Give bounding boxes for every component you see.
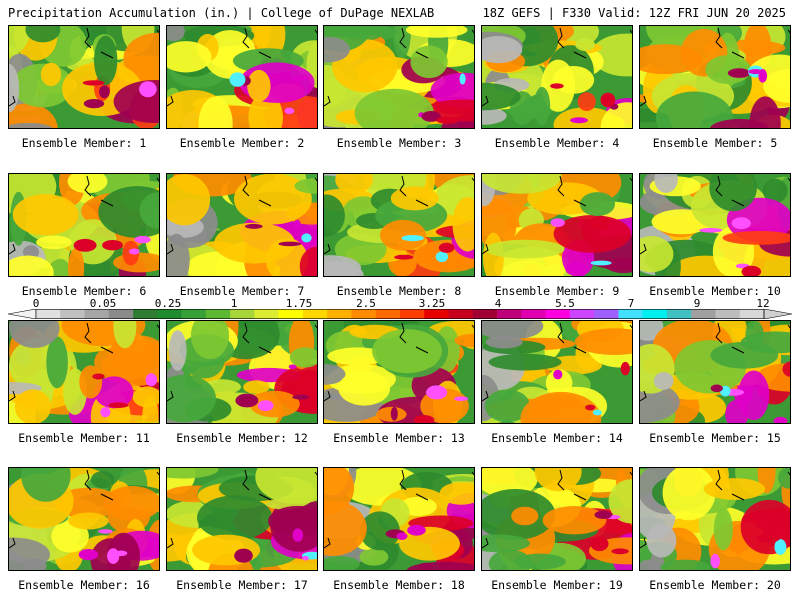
member-map-2 — [166, 25, 318, 129]
member-map-8 — [323, 173, 475, 277]
member-label-2: Ensemble Member: 2 — [179, 136, 305, 150]
member-label-20: Ensemble Member: 20 — [649, 578, 781, 592]
member-map-20 — [639, 467, 791, 571]
colorbar-tick-label: 7 — [627, 297, 635, 310]
colorbar-tick-label: 3.25 — [418, 297, 446, 310]
map-title: Precipitation Accumulation (in.) | Colle… — [8, 6, 435, 20]
member-map-7 — [166, 173, 318, 277]
member-label-17: Ensemble Member: 17 — [176, 578, 308, 592]
member-label-8: Ensemble Member: 8 — [336, 284, 462, 298]
colorbar-bin-21 — [545, 309, 571, 319]
member-label-14: Ensemble Member: 14 — [491, 431, 623, 445]
colorbar-bin-10 — [278, 309, 304, 319]
member-map-4 — [481, 25, 633, 129]
colorbar-tick-label: 5.5 — [555, 297, 575, 310]
member-label-1: Ensemble Member: 1 — [21, 136, 147, 150]
colorbar-bin-0 — [36, 309, 61, 319]
member-map-5 — [639, 25, 791, 129]
colorbar-bin-17 — [448, 309, 474, 319]
colorbar-bin-28 — [715, 309, 741, 319]
colorbar-bin-26 — [666, 309, 692, 319]
member-label-9: Ensemble Member: 9 — [494, 284, 620, 298]
colorbar-bin-1 — [60, 309, 85, 319]
colorbar-bin-29 — [739, 309, 765, 319]
member-label-15: Ensemble Member: 15 — [649, 431, 781, 445]
colorbar-bin-19 — [497, 309, 522, 319]
colorbar-bin-11 — [302, 309, 328, 319]
colorbar-tick-label: 0 — [32, 297, 40, 310]
member-label-10: Ensemble Member: 10 — [649, 284, 781, 298]
colorbar-tick-label: 1.75 — [285, 297, 313, 310]
colorbar-tick-label: 12 — [756, 297, 770, 310]
colorbar-bin-14 — [375, 309, 401, 319]
colorbar-tick-label: 2.5 — [356, 297, 376, 310]
colorbar-bin-8 — [230, 309, 255, 319]
colorbar-bin-2 — [84, 309, 110, 319]
colorbar-bin-6 — [181, 309, 207, 319]
member-map-14 — [481, 320, 633, 424]
colorbar-tick-label: 0.05 — [89, 297, 117, 310]
member-map-19 — [481, 467, 633, 571]
member-map-15 — [639, 320, 791, 424]
colorbar — [7, 309, 793, 319]
colorbar-bin-12 — [327, 309, 352, 319]
colorbar-bin-27 — [691, 309, 716, 319]
member-map-9 — [481, 173, 633, 277]
member-map-17 — [166, 467, 318, 571]
member-map-3 — [323, 25, 475, 129]
colorbar-bin-23 — [594, 309, 619, 319]
colorbar-tick-label: 1 — [230, 297, 238, 310]
colorbar-bin-20 — [521, 309, 546, 319]
member-label-19: Ensemble Member: 19 — [491, 578, 623, 592]
member-map-16 — [8, 467, 160, 571]
colorbar-bin-3 — [108, 309, 134, 319]
member-map-1 — [8, 25, 160, 129]
member-map-18 — [323, 467, 475, 571]
member-label-4: Ensemble Member: 4 — [494, 136, 620, 150]
member-label-11: Ensemble Member: 11 — [18, 431, 150, 445]
member-label-6: Ensemble Member: 6 — [21, 284, 147, 298]
member-map-6 — [8, 173, 160, 277]
colorbar-bin-22 — [569, 309, 595, 319]
member-label-13: Ensemble Member: 13 — [333, 431, 465, 445]
member-map-10 — [639, 173, 791, 277]
colorbar-bin-7 — [205, 309, 231, 319]
colorbar-bin-4 — [133, 309, 158, 319]
colorbar-tick-labels: 0 0.05 0.25 1 1.75 2.5 3.25 4 5.5 7 9 12 — [0, 297, 800, 310]
colorbar-bin-25 — [642, 309, 668, 319]
member-label-3: Ensemble Member: 3 — [336, 136, 462, 150]
colorbar-tick-label: 0.25 — [154, 297, 182, 310]
member-map-12 — [166, 320, 318, 424]
member-label-16: Ensemble Member: 16 — [18, 578, 150, 592]
colorbar-bin-5 — [157, 309, 182, 319]
colorbar-bin-18 — [472, 309, 498, 319]
member-map-13 — [323, 320, 475, 424]
colorbar-bin-9 — [254, 309, 279, 319]
member-label-5: Ensemble Member: 5 — [652, 136, 778, 150]
model-run-info: 18Z GEFS | F330 Valid: 12Z FRI JUN 20 20… — [482, 6, 786, 20]
colorbar-tick-label: 4 — [494, 297, 502, 310]
member-label-7: Ensemble Member: 7 — [179, 284, 305, 298]
colorbar-tick-label: 9 — [693, 297, 701, 310]
colorbar-bin-15 — [400, 309, 425, 319]
member-map-11 — [8, 320, 160, 424]
member-label-12: Ensemble Member: 12 — [176, 431, 308, 445]
colorbar-bin-16 — [424, 309, 449, 319]
member-label-18: Ensemble Member: 18 — [333, 578, 465, 592]
colorbar-bin-13 — [351, 309, 377, 319]
colorbar-bin-24 — [618, 309, 643, 319]
